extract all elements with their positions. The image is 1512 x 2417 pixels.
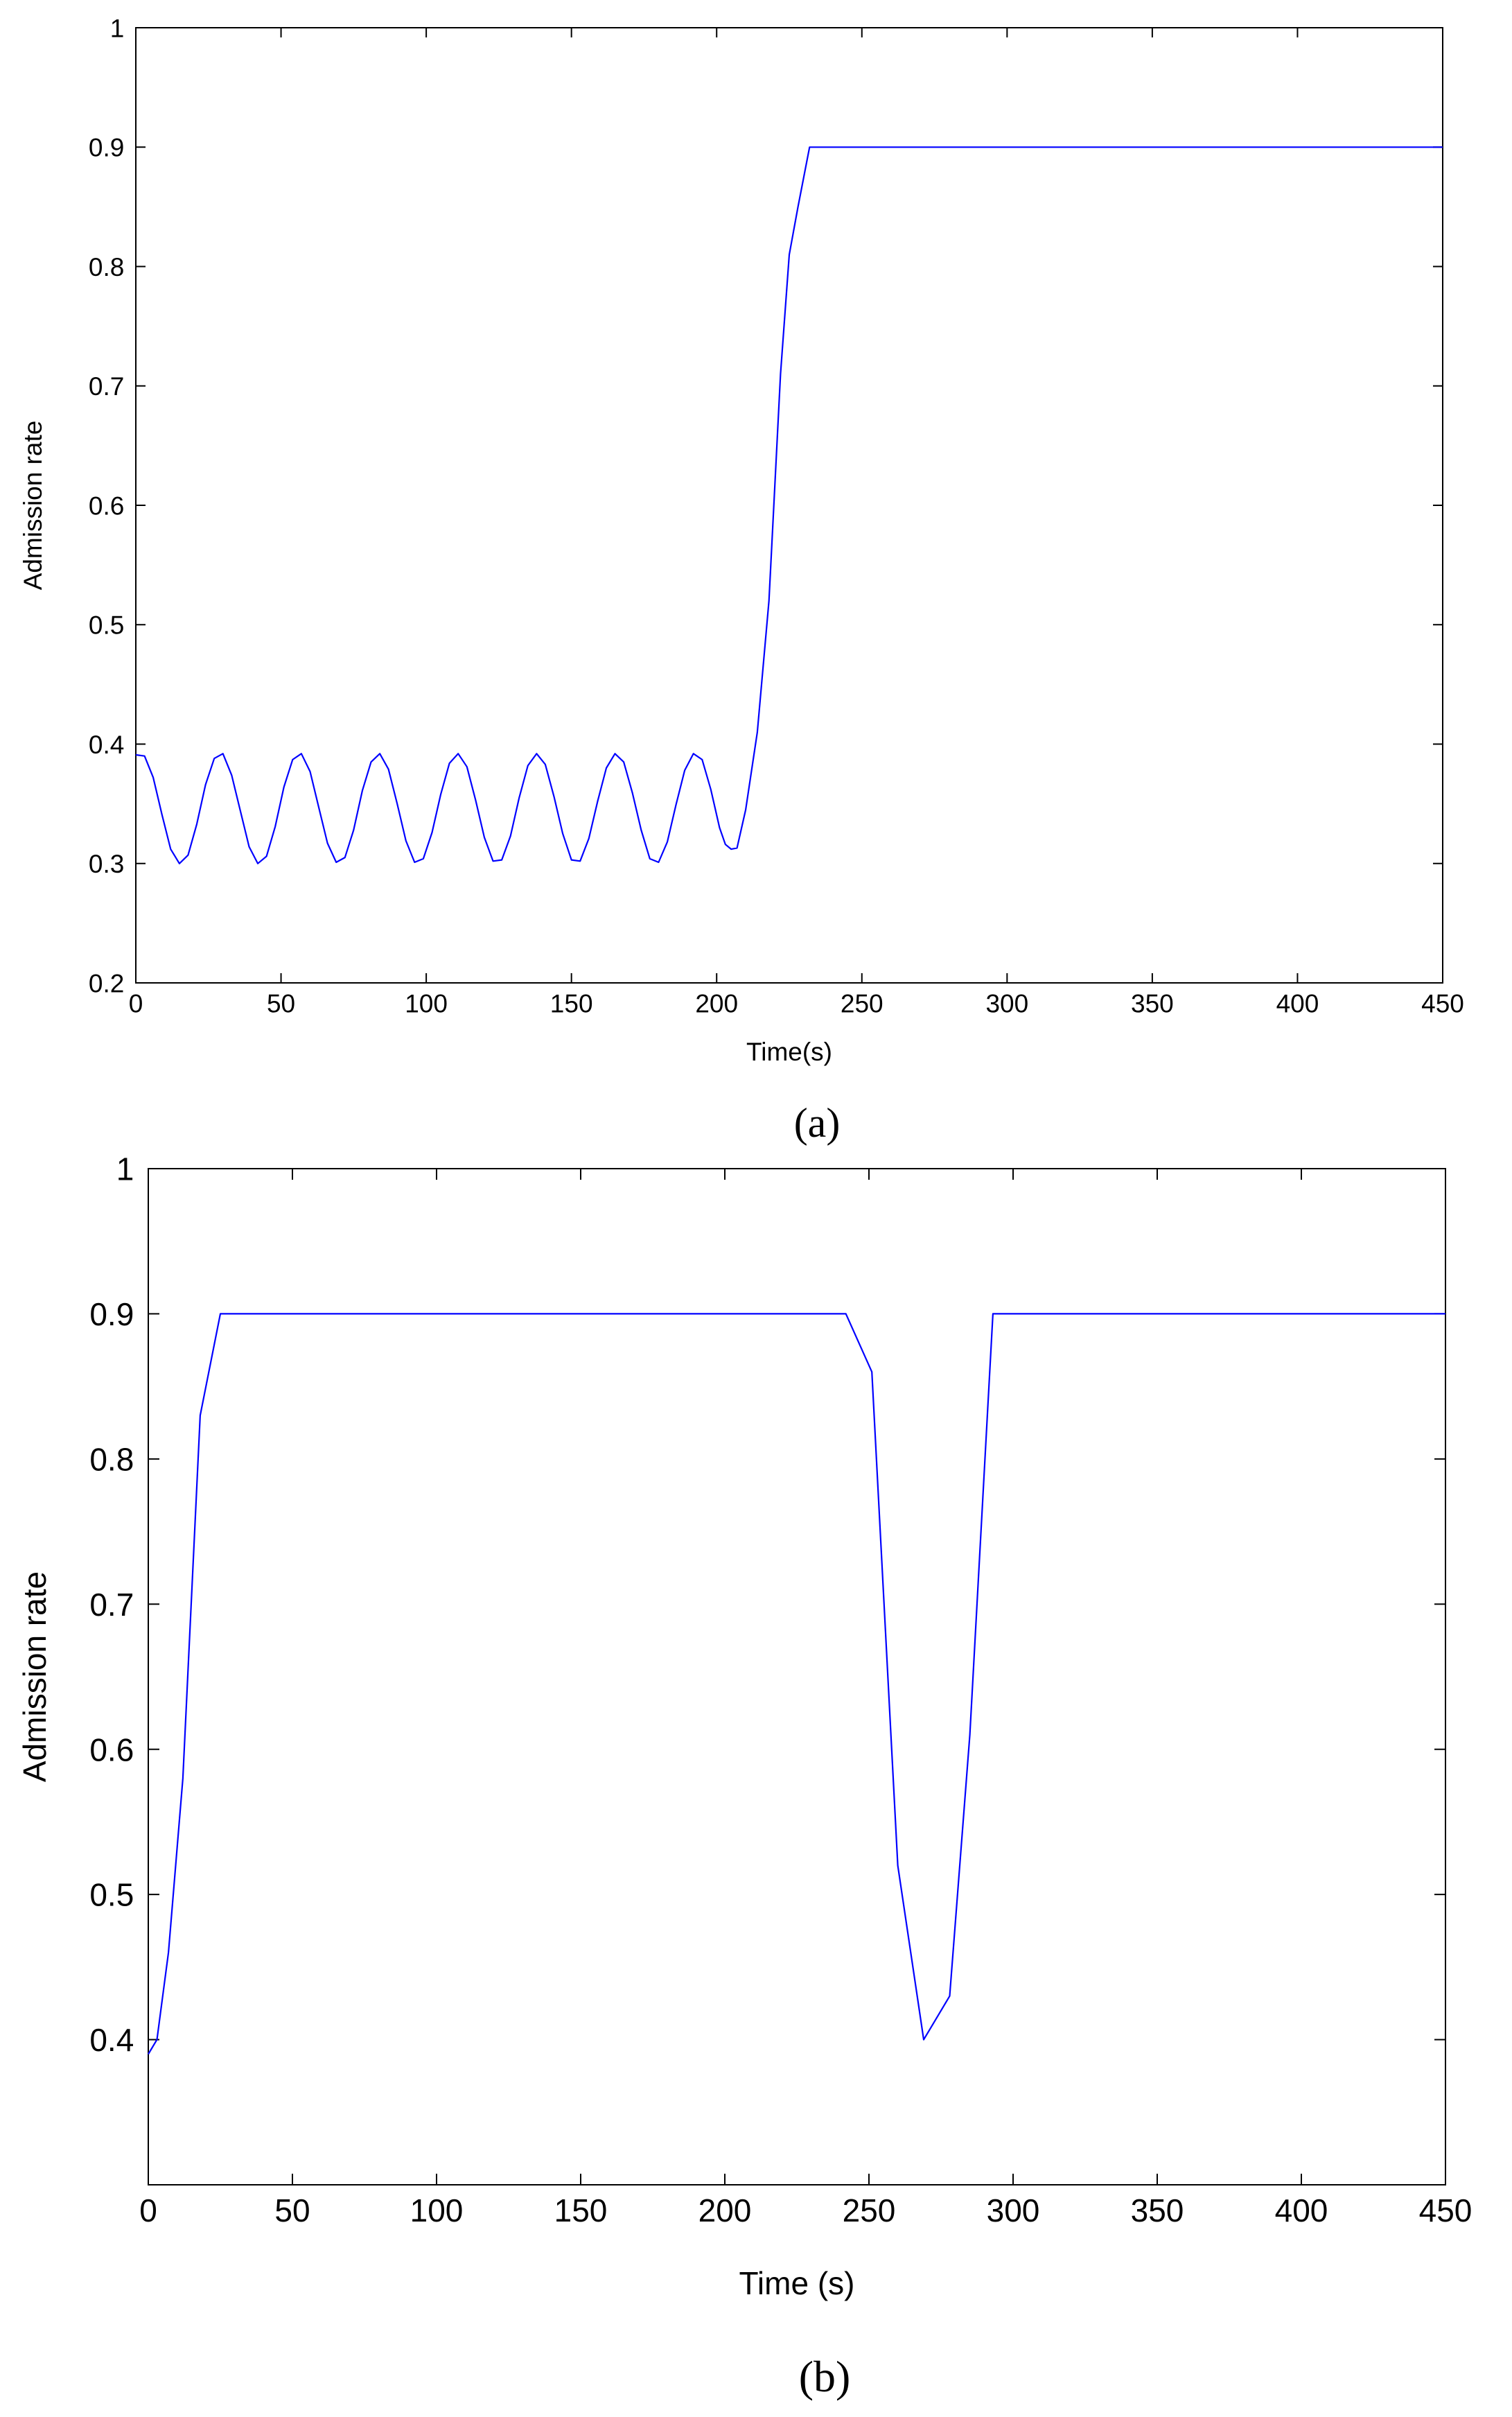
- x-tick-label: 200: [698, 2192, 752, 2228]
- x-tick-label: 250: [843, 2192, 896, 2228]
- y-tick-label: 0.2: [89, 969, 124, 997]
- x-tick-label: 200: [695, 990, 738, 1018]
- y-tick-label: 1: [116, 1151, 134, 1187]
- y-tick-label: 1: [110, 14, 125, 42]
- x-tick-label: 150: [554, 2192, 608, 2228]
- chart-a: 0 50 100 150 200 250 300 350 400 450 0.2 0.3 0.4 0.5 0…: [19, 14, 1464, 1146]
- plot-frame: [148, 1168, 1446, 2185]
- x-tick-label: 300: [987, 2192, 1040, 2228]
- x-tick-label: 50: [267, 990, 295, 1018]
- y-tick-label: 0.4: [89, 2022, 134, 2058]
- y-tick-label: 0.8: [89, 1441, 134, 1477]
- y-axis-label: Admission rate: [17, 1571, 53, 1782]
- series-line: [135, 146, 1443, 864]
- x-tick-label: 50: [274, 2192, 310, 2228]
- x-tick-label: 0: [129, 990, 143, 1018]
- y-tick-label: 0.9: [89, 134, 124, 162]
- x-tick-label: 450: [1421, 990, 1464, 1018]
- y-tick-label: 0.3: [89, 850, 124, 878]
- x-axis-label: Time (s): [739, 2265, 855, 2301]
- y-tick-label: 0.5: [89, 611, 124, 640]
- series-line: [148, 1313, 1445, 2055]
- x-axis-label: Time(s): [746, 1038, 832, 1066]
- y-tick-label: 0.7: [89, 1587, 134, 1623]
- y-tick-label: 0.5: [89, 1877, 134, 1913]
- x-tick-label: 350: [1131, 990, 1174, 1018]
- y-tick-label: 0.4: [89, 731, 124, 759]
- x-tick-label: 300: [985, 990, 1028, 1018]
- y-tick-label: 0.9: [89, 1296, 134, 1332]
- x-tick-label: 400: [1275, 2192, 1328, 2228]
- y-tick-label: 0.6: [89, 491, 124, 520]
- x-tick-label: 400: [1276, 990, 1319, 1018]
- x-tick-label: 100: [405, 990, 448, 1018]
- y-tick-label: 0.6: [89, 1731, 134, 1768]
- plot-frame: [135, 27, 1443, 984]
- y-axis-label: Admission rate: [19, 421, 47, 591]
- subfigure-caption: (a): [794, 1100, 841, 1146]
- x-tick-label: 450: [1419, 2192, 1473, 2228]
- x-tick-label: 100: [410, 2192, 464, 2228]
- x-tick-label: 350: [1131, 2192, 1184, 2228]
- x-tick-label: 150: [550, 990, 593, 1018]
- x-tick-label: 0: [139, 2192, 157, 2228]
- chart-b: 0 50 100 150 200 250 300 350 400 450 0.4 0.5 0.6 0.7 0…: [17, 1151, 1472, 2401]
- x-tick-label: 250: [841, 990, 884, 1018]
- y-tick-label: 0.8: [89, 253, 124, 281]
- subfigure-caption: (b): [799, 2352, 851, 2401]
- y-tick-label: 0.7: [89, 372, 124, 401]
